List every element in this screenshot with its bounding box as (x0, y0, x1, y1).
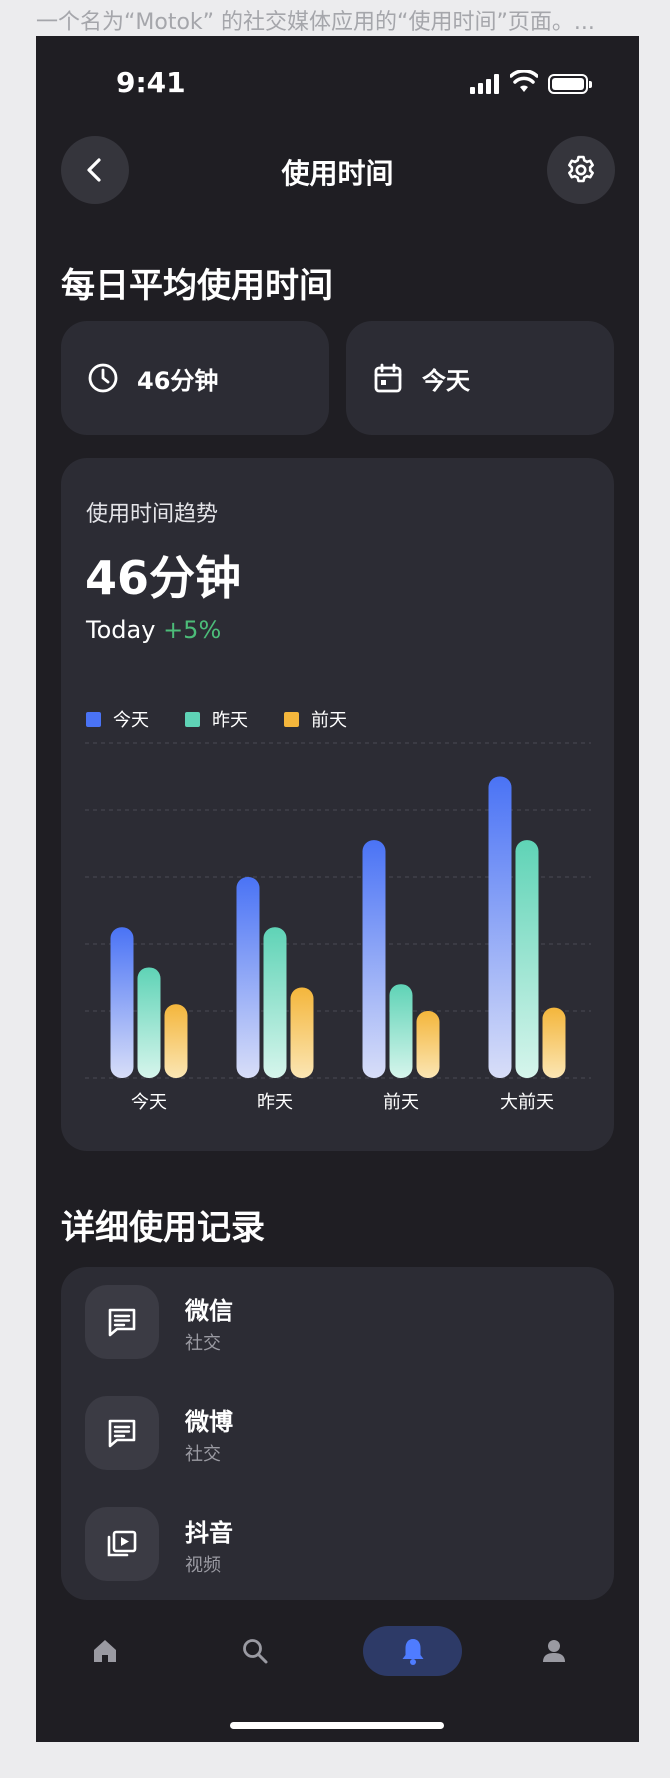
video-icon (107, 1530, 137, 1557)
bar-3-2 (542, 1007, 566, 1078)
records-list: 微信 社交 微博 社交 抖音 视频 (61, 1267, 614, 1600)
image-caption: 一个名为“Motok” 的社交媒体应用的“使用时间”页面。... (36, 10, 595, 35)
bar-1-2 (290, 987, 314, 1078)
battery-icon (548, 74, 592, 94)
tab-search[interactable] (230, 1626, 280, 1676)
duration-card: 46分钟 (61, 321, 329, 435)
settings-button[interactable] (547, 136, 615, 204)
gear-icon (568, 155, 594, 183)
legend-label-yesterday: 昨天 (212, 710, 248, 731)
x-tick-label: 昨天 (257, 1092, 293, 1113)
x-tick-label: 大前天 (500, 1092, 554, 1113)
app-icon-tile (85, 1507, 159, 1581)
calendar-icon (374, 363, 402, 393)
x-tick-label: 今天 (131, 1092, 167, 1113)
legend-swatch-yesterday (185, 711, 200, 727)
app-icon-tile (85, 1285, 159, 1359)
bar-0-0 (110, 927, 134, 1078)
legend-item-today: 今天 (86, 706, 149, 732)
records-heading: 详细使用记录 (61, 1208, 265, 1248)
bar-2-1 (389, 984, 413, 1078)
trend-change-label: Today (86, 616, 156, 644)
bar-0-1 (137, 967, 161, 1078)
bar-0-2 (164, 1004, 188, 1078)
phone-screen: 9:41 使用时间 每日平均使用时间 (36, 36, 639, 1742)
wifi-icon (510, 70, 538, 92)
clock-icon (88, 363, 118, 393)
bell-icon (402, 1639, 423, 1665)
legend-swatch-day-before (284, 711, 299, 727)
period-selector[interactable]: 今天 (346, 321, 614, 435)
tab-notifications[interactable] (363, 1626, 462, 1676)
app-category: 社交 (185, 1444, 221, 1465)
page-title: 使用时间 (281, 157, 394, 190)
chat-icon (108, 1308, 136, 1337)
duration-label: 46分钟 (137, 366, 219, 395)
bar-2-2 (416, 1011, 440, 1078)
app-name: 微信 (185, 1297, 233, 1325)
bar-3-0 (488, 776, 512, 1078)
bar-2-0 (362, 840, 386, 1078)
app-name: 抖音 (185, 1519, 233, 1547)
trend-change: Today +5% (86, 616, 221, 644)
chart-legend: 今天 昨天 前天 (86, 706, 383, 732)
list-item[interactable]: 抖音 视频 (85, 1507, 585, 1581)
list-item[interactable]: 微博 社交 (85, 1396, 585, 1470)
chevron-left-icon (87, 158, 101, 182)
legend-label-today: 今天 (113, 710, 149, 731)
chat-icon (108, 1419, 136, 1448)
legend-item-day-before: 前天 (284, 706, 347, 732)
daily-average-heading: 每日平均使用时间 (61, 266, 333, 306)
app-category: 社交 (185, 1333, 221, 1354)
app-icon-tile (85, 1396, 159, 1470)
bar-1-0 (236, 877, 260, 1078)
status-bar: 9:41 (36, 36, 639, 128)
trend-value: 46分钟 (85, 551, 242, 605)
period-label: 今天 (422, 366, 470, 395)
bar-1-1 (263, 927, 287, 1078)
x-tick-label: 前天 (383, 1092, 419, 1113)
list-item[interactable]: 微信 社交 (85, 1285, 585, 1359)
tab-profile[interactable] (529, 1626, 579, 1676)
bottom-tab-bar (36, 1626, 639, 1696)
usage-bar-chart: 今天 昨天 前天 大前天 (85, 742, 591, 1113)
home-indicator (230, 1722, 444, 1729)
home-icon (94, 1640, 116, 1662)
user-icon (543, 1640, 565, 1662)
bar-3-1 (515, 840, 539, 1078)
legend-label-day-before: 前天 (311, 710, 347, 731)
usage-trend-card: 使用时间趋势 46分钟 Today +5% 今天 昨天 前天 (61, 458, 614, 1151)
tab-home[interactable] (80, 1626, 130, 1676)
app-name: 微博 (185, 1408, 233, 1436)
signal-icon (470, 74, 500, 94)
legend-swatch-today (86, 711, 101, 727)
trend-title: 使用时间趋势 (86, 502, 219, 527)
app-category: 视频 (185, 1555, 221, 1576)
legend-item-yesterday: 昨天 (185, 706, 248, 732)
trend-change-value: +5% (163, 616, 222, 644)
search-icon (243, 1639, 268, 1664)
status-time: 9:41 (116, 66, 186, 99)
back-button[interactable] (61, 136, 129, 204)
